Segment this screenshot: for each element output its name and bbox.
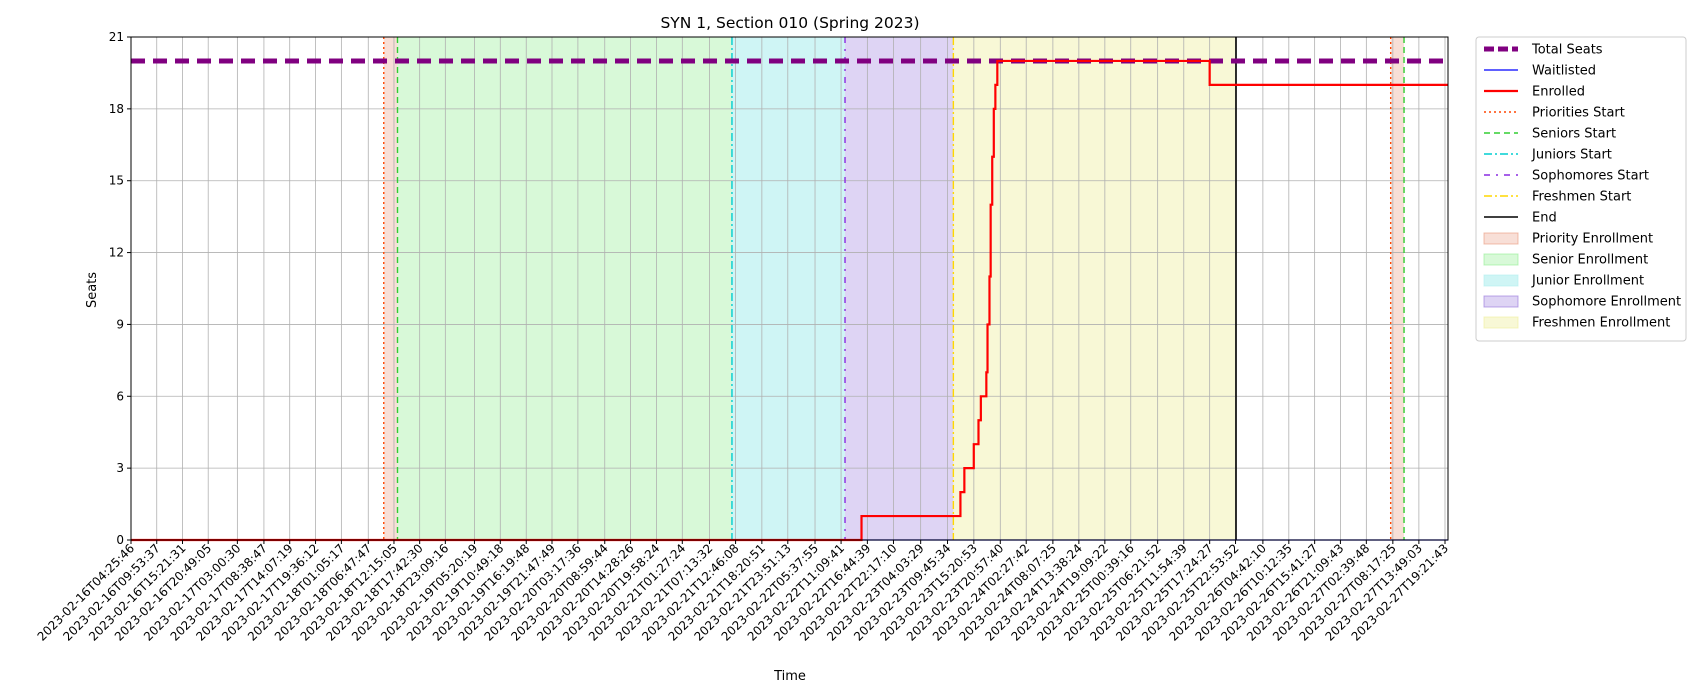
legend-freshmen-enrollment-label: Freshmen Enrollment xyxy=(1532,316,1670,331)
y-tick-label: 12 xyxy=(109,246,124,260)
shade-senior-enrollment xyxy=(397,37,732,540)
y-tick-label: 9 xyxy=(116,317,124,331)
shade-priority-enrollment xyxy=(1390,37,1405,540)
y-tick-label: 21 xyxy=(109,30,124,44)
chart-title: SYN 1, Section 010 (Spring 2023) xyxy=(660,14,919,32)
legend-freshmen-enrollment-swatch xyxy=(1483,316,1519,329)
shade-sophomore-enrollment xyxy=(845,37,954,540)
legend-priority-enrollment-label: Priority Enrollment xyxy=(1532,232,1653,247)
y-tick-label: 18 xyxy=(109,102,124,116)
y-tick-label: 6 xyxy=(116,389,124,403)
legend-junior-enrollment-label: Junior Enrollment xyxy=(1531,274,1644,289)
shade-freshmen-enrollment xyxy=(953,37,1237,540)
axes: 0369121518212023-02-16T04:25:462023-02-1… xyxy=(35,30,1452,644)
legend-junior-enrollment-swatch xyxy=(1483,274,1519,287)
period-start-lines xyxy=(383,37,1405,540)
shade-priority-enrollment xyxy=(383,37,398,540)
y-tick-label: 3 xyxy=(116,461,124,475)
legend: Total Seats Waitlisted Enrolled Priorities … xyxy=(1475,36,1687,342)
legend-enrolled-label: Enrolled xyxy=(1532,85,1585,100)
series-enrolled xyxy=(131,59,1448,542)
x-axis-title: Time xyxy=(773,669,806,684)
y-tick-label: 15 xyxy=(109,174,124,188)
legend-juniors-start-label: Juniors Start xyxy=(1531,148,1612,163)
legend-sophomores-start-label: Sophomores Start xyxy=(1532,169,1649,184)
legend-waitlisted-label: Waitlisted xyxy=(1532,64,1596,79)
legend-freshmen-start-label: Freshmen Start xyxy=(1532,190,1631,205)
y-tick-label: 0 xyxy=(116,533,124,547)
plot-frame xyxy=(130,36,1449,541)
legend-seniors-start-label: Seniors Start xyxy=(1532,127,1616,142)
legend-priority-enrollment-swatch xyxy=(1483,232,1519,245)
shade-junior-enrollment xyxy=(731,37,846,540)
legend-senior-enrollment-swatch xyxy=(1483,253,1519,266)
legend-priorities-start-label: Priorities Start xyxy=(1532,106,1625,121)
legend-box xyxy=(1475,36,1687,342)
enrollment-period-shading xyxy=(383,37,1405,540)
legend-end-label: End xyxy=(1532,211,1557,226)
legend-sophomore-enrollment-swatch xyxy=(1483,295,1519,308)
legend-total-seats-label: Total Seats xyxy=(1531,43,1603,58)
legend-sophomore-enrollment-label: Sophomore Enrollment xyxy=(1532,295,1681,310)
y-axis-title: Seats xyxy=(85,272,100,308)
legend-senior-enrollment-label: Senior Enrollment xyxy=(1532,253,1648,268)
